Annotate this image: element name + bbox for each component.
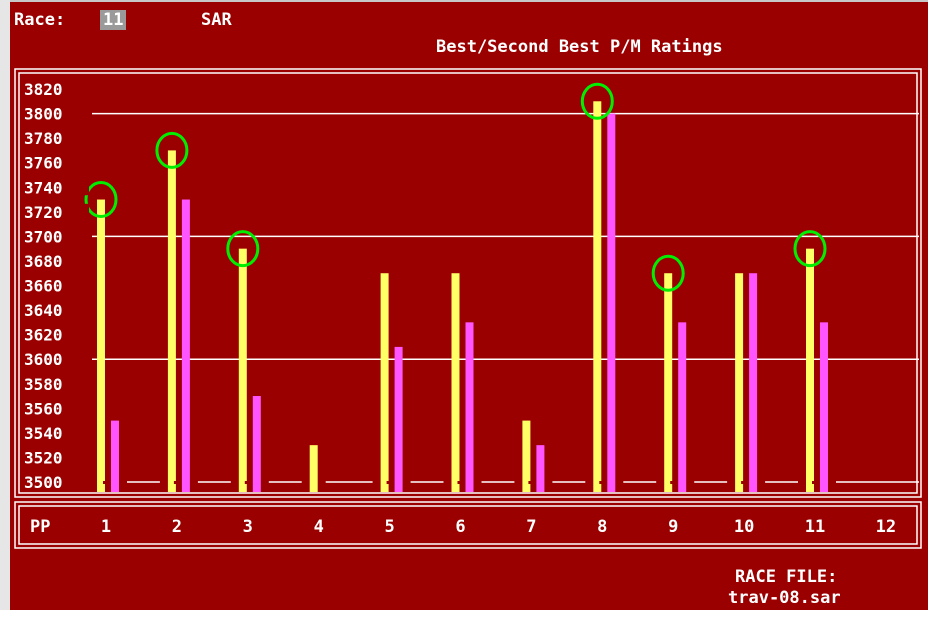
y-tick-bg [23,203,89,220]
race-file-label: RACE FILE: [735,567,838,587]
y-tick-bg [23,81,89,97]
y-tick-bg [23,277,89,294]
bar-second_best-10 [749,273,758,492]
x-tick-label: 9 [668,517,678,537]
race-label: Race: [14,10,66,30]
bar-best-8 [593,101,602,492]
gridlines [92,112,919,483]
y-tick-label: 3600 [24,350,63,369]
circle-best-11 [793,230,827,268]
bar-best-10 [735,273,744,492]
y-tick-labels: 3820 3800 3780 3760 3740 3720 3700 3680 3660 3640… [23,80,89,492]
y-tick-label: 3780 [24,129,63,148]
bottom-border [0,610,928,617]
x-axis-label: PP [30,517,50,537]
y-tick-bg [23,302,89,319]
circle-best-9 [651,254,685,292]
x-tick-label: 10 [734,517,754,537]
y-tick-bg [23,179,89,196]
y-tick-bg [23,351,89,368]
bar-second_best-1 [111,420,119,492]
bar-second_best-7 [536,445,545,492]
y-tick-label: 3540 [24,424,63,443]
x-tick-label: 8 [597,517,607,537]
y-tick-bg [23,105,89,122]
circle-best-8 [580,82,614,120]
y-tick-label: 3680 [24,252,63,271]
best-circles [84,82,827,292]
bar-best-3 [238,248,247,492]
circle-best-1 [84,181,118,219]
bar-second_best-11 [820,322,828,492]
bar-best-5 [380,273,389,492]
y-tick-label: 3800 [24,105,63,124]
x-tick-label: 12 [876,517,896,537]
track-code: SAR [201,10,232,30]
y-tick-bg [23,228,89,245]
bar-second_best-5 [394,346,403,492]
race-file-name: trav-08.sar [728,588,841,608]
x-tick-label: 6 [455,517,465,537]
x-tick-label: 3 [243,517,253,537]
y-tick-label: 3740 [24,178,63,197]
circle-best-2 [155,131,189,169]
race-number: 11 [100,10,127,30]
y-tick-label: 3660 [24,277,63,296]
chart-frame [14,68,922,549]
bar-best-1 [97,199,105,492]
top-border [0,0,928,2]
y-tick-label: 3580 [24,375,63,394]
bar-best-6 [451,273,460,492]
left-border [0,0,10,617]
x-tick-label: 5 [384,517,394,537]
y-tick-label: 3760 [24,154,63,173]
bar-second_best-8 [607,113,616,492]
bar-best-2 [167,150,176,492]
y-tick-bg [23,400,89,417]
bar-second_best-6 [465,322,474,492]
y-tick-bg [23,130,89,147]
y-tick-label: 3700 [24,227,63,246]
chart-title: Best/Second Best P/M Ratings [436,37,723,57]
bar-second_best-9 [678,322,687,492]
x-tick-label: 1 [101,517,111,537]
y-tick-bg [23,326,89,343]
y-tick-label: 3500 [24,473,63,492]
bar-second_best-2 [181,199,190,492]
circle-best-3 [226,230,260,268]
y-tick-label: 3520 [24,448,63,467]
bar-best-9 [664,273,673,492]
y-tick-bg [23,474,89,490]
x-tick-label: 4 [314,517,324,537]
bars [89,101,836,492]
bar-second_best-3 [252,396,261,492]
bar-best-4 [309,445,318,492]
y-tick-bg [23,449,89,466]
y-tick-bg [23,424,89,441]
y-tick-label: 3640 [24,301,63,320]
y-tick-label: 3820 [24,80,63,99]
bar-best-11 [806,248,814,492]
y-tick-label: 3620 [24,326,63,345]
y-tick-label: 3720 [24,203,63,222]
y-tick-bg [23,252,89,269]
y-tick-bg [23,154,89,171]
y-tick-label: 3560 [24,399,63,418]
x-tick-labels: PP 1 2 3 4 5 6 7 8 9 10 11 12 [30,517,896,537]
x-tick-label: 11 [805,517,825,537]
x-tick-label: 7 [526,517,536,537]
x-tick-label: 2 [172,517,182,537]
y-tick-bg [23,375,89,392]
bar-best-7 [522,420,531,492]
